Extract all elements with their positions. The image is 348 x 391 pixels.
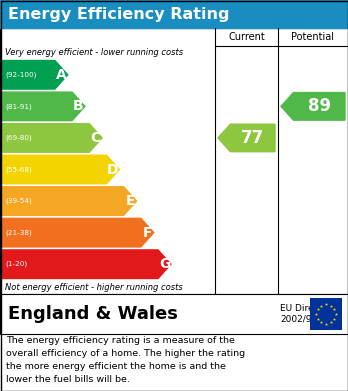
Polygon shape [2, 218, 154, 247]
Bar [0, 28, 348, 294]
Polygon shape [2, 124, 102, 152]
Text: (81-91): (81-91) [5, 103, 32, 109]
Text: The energy efficiency rating is a measure of the
overall efficiency of a home. T: The energy efficiency rating is a measur… [6, 336, 245, 384]
Text: Not energy efficient - higher running costs: Not energy efficient - higher running co… [5, 283, 183, 292]
Polygon shape [218, 124, 275, 152]
Polygon shape [2, 250, 171, 278]
Text: (92-100): (92-100) [5, 72, 37, 78]
Text: 77: 77 [241, 129, 264, 147]
Polygon shape [2, 187, 136, 215]
Text: G: G [159, 257, 170, 271]
Text: (55-68): (55-68) [5, 166, 32, 173]
Text: E: E [125, 194, 135, 208]
Bar [310, 298, 342, 330]
Text: C: C [90, 131, 101, 145]
Text: Very energy efficient - lower running costs: Very energy efficient - lower running co… [5, 48, 183, 57]
Polygon shape [2, 155, 119, 184]
Text: EU Directive
2002/91/EC: EU Directive 2002/91/EC [280, 304, 336, 324]
Text: (69-80): (69-80) [5, 135, 32, 141]
Bar [0, 0, 348, 28]
Polygon shape [281, 93, 345, 120]
Text: Current: Current [228, 32, 265, 42]
Text: Potential: Potential [292, 32, 334, 42]
Text: F: F [143, 226, 152, 240]
Polygon shape [2, 61, 68, 89]
Text: (21-38): (21-38) [5, 230, 32, 236]
Text: Energy Efficiency Rating: Energy Efficiency Rating [8, 7, 229, 22]
Text: England & Wales: England & Wales [8, 305, 178, 323]
Text: A: A [56, 68, 67, 82]
Text: B: B [73, 99, 84, 113]
Bar [0, 294, 348, 334]
Text: (1-20): (1-20) [5, 261, 27, 267]
Text: 89: 89 [308, 97, 331, 115]
Polygon shape [2, 92, 85, 121]
Text: (39-54): (39-54) [5, 198, 32, 204]
Text: D: D [107, 163, 119, 176]
